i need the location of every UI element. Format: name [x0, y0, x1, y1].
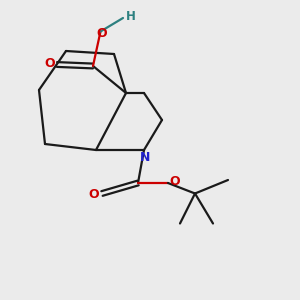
Text: O: O [169, 175, 180, 188]
Text: O: O [88, 188, 99, 202]
Text: O: O [44, 56, 55, 70]
Text: H: H [126, 10, 135, 23]
Text: O: O [97, 26, 107, 40]
Text: N: N [140, 151, 150, 164]
